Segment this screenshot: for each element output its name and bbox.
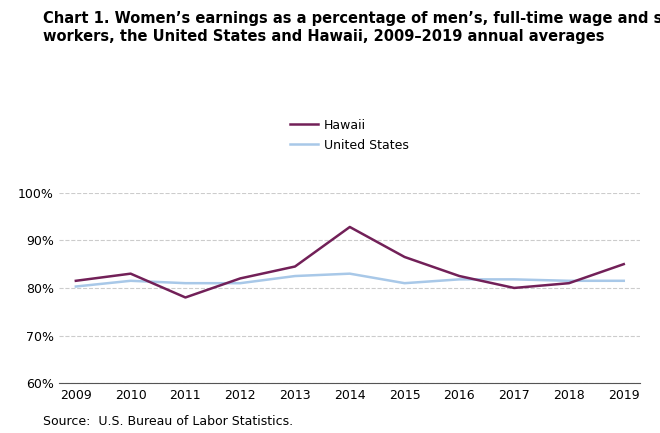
United States (182, 281, 189, 286)
Line: United States: United States (76, 274, 624, 287)
United States (510, 277, 518, 282)
Hawaii (565, 281, 573, 286)
Hawaii (291, 264, 299, 269)
Hawaii (401, 255, 409, 260)
Text: Chart 1. Women’s earnings as a percentage of men’s, full-time wage and salary
wo: Chart 1. Women’s earnings as a percentag… (43, 11, 660, 45)
United States (620, 278, 628, 284)
United States (401, 281, 409, 286)
Text: Source:  U.S. Bureau of Labor Statistics.: Source: U.S. Bureau of Labor Statistics. (43, 415, 293, 428)
Legend: Hawaii, United States: Hawaii, United States (290, 119, 409, 152)
Hawaii (510, 285, 518, 291)
United States (565, 278, 573, 284)
United States (127, 278, 135, 284)
Hawaii (182, 295, 189, 300)
United States (72, 284, 80, 289)
United States (291, 274, 299, 279)
Hawaii (455, 274, 463, 279)
Hawaii (620, 262, 628, 267)
Hawaii (236, 276, 244, 281)
Hawaii (127, 271, 135, 276)
United States (236, 281, 244, 286)
Hawaii (72, 278, 80, 284)
Line: Hawaii: Hawaii (76, 227, 624, 297)
United States (455, 277, 463, 282)
Hawaii (346, 224, 354, 229)
United States (346, 271, 354, 276)
